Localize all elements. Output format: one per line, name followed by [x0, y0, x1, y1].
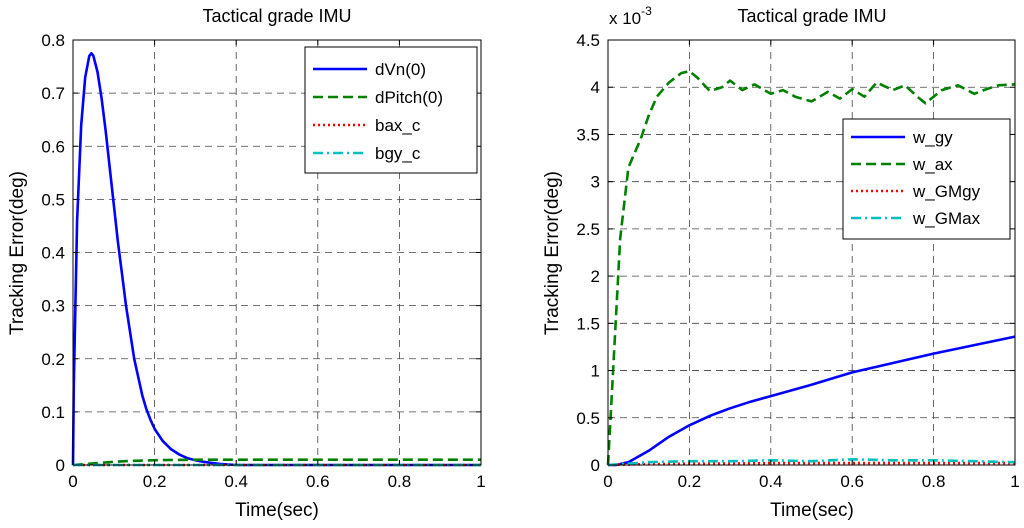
chart-right-multiplier-exp: -3 [641, 4, 652, 18]
y-tick-label: 1.5 [576, 314, 600, 333]
chart-right-ticks: 0 0.2 0.4 0.6 0.8 1 0 0.5 1 1.5 2 2.5 3 3.5 4 4.5 [576, 31, 1019, 491]
chart-left-ylabel: Tracking Error(deg) [7, 171, 28, 335]
chart-left-title: Tactical grade IMU [202, 6, 351, 26]
chart-right-grid [608, 40, 1015, 465]
x-tick-label: 1 [1010, 472, 1019, 491]
x-tick-label: 0.4 [224, 472, 248, 491]
legend-box [842, 118, 1011, 240]
legend-label: w_ax [912, 155, 953, 174]
x-tick-label: 0.6 [306, 472, 330, 491]
x-tick-label: 0.8 [922, 472, 946, 491]
chart-left-ticks: 0 0.2 0.4 0.6 0.8 1 0 0.1 0.2 0.3 0.4 0.5 0.6 0.7 0.8 [41, 31, 485, 491]
x-tick-label: 0 [603, 472, 612, 491]
chart-left-xlabel: Time(sec) [235, 500, 319, 521]
chart-right-ylabel: Tracking Error(deg) [542, 171, 563, 335]
y-tick-label: 0.4 [41, 244, 65, 263]
legend-label: bgy_c [375, 144, 421, 163]
y-tick-label: 0 [591, 456, 600, 475]
legend-label: w_GMax [912, 209, 981, 228]
series-line-w-gy [608, 335, 1016, 467]
y-tick-label: 0.7 [41, 84, 65, 103]
series-line-w-gmax [607, 457, 1016, 467]
y-tick-label: 2.5 [576, 220, 600, 239]
x-tick-label: 0.8 [388, 472, 412, 491]
y-tick-label: 0.2 [41, 350, 65, 369]
x-tick-label: 1 [476, 472, 485, 491]
y-tick-label: 2 [591, 267, 600, 286]
x-tick-label: 0.6 [840, 472, 864, 491]
x-tick-label: 0 [68, 472, 77, 491]
chart-right: Tactical grade IMU x 10-3 0 0.2 0.4 0.6 0.8 1… [542, 4, 1020, 521]
y-tick-label: 4.5 [576, 31, 600, 50]
y-tick-label: 3 [591, 173, 600, 192]
x-tick-label: 0.4 [759, 472, 783, 491]
x-tick-label: 0.2 [678, 472, 702, 491]
y-tick-label: 0.3 [41, 297, 65, 316]
chart-left: Tactical grade IMU 0 0.2 0.4 0.6 0.8 1 0 0.1 0.2… [7, 6, 486, 521]
x-tick-label: 0.2 [143, 472, 167, 491]
y-tick-label: 0.8 [41, 31, 65, 50]
y-tick-label: 4 [591, 78, 600, 97]
chart-right-multiplier-base: x 10 [609, 9, 641, 28]
series-line-dpitch-0 [72, 458, 481, 467]
chart-left-legend: dVn(0) dPitch(0) bax_c bgy_c [304, 46, 478, 174]
chart-right-title: Tactical grade IMU [737, 6, 886, 26]
legend-label: dVn(0) [375, 60, 426, 79]
legend-label: dPitch(0) [375, 88, 443, 107]
y-tick-label: 0.1 [41, 403, 65, 422]
chart-right-multiplier: x 10-3 [609, 4, 652, 28]
chart-right-legend: w_gy w_ax w_GMgy w_GMax [842, 118, 1011, 240]
legend-label: w_gy [912, 128, 953, 147]
chart-right-xlabel: Time(sec) [770, 500, 854, 521]
y-tick-label: 0 [56, 456, 65, 475]
legend-label: w_GMgy [912, 182, 981, 201]
y-tick-label: 0.5 [576, 409, 600, 428]
y-tick-label: 3.5 [576, 125, 600, 144]
series-line-w-ax [606, 69, 1016, 466]
legend-label: bax_c [375, 116, 421, 135]
y-tick-label: 0.5 [41, 190, 65, 209]
chart-right-plot-frame [607, 39, 1016, 466]
y-tick-label: 0.6 [41, 137, 65, 156]
y-tick-label: 1 [591, 362, 600, 381]
